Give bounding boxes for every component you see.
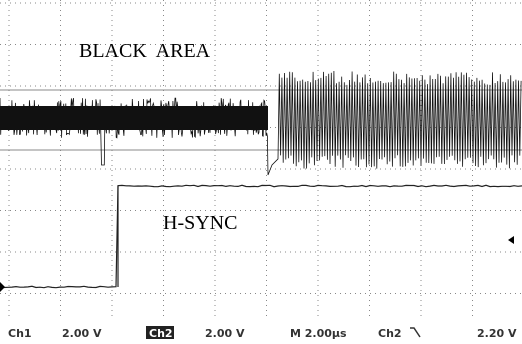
video-signal-band: [0, 106, 268, 130]
oscilloscope-screen: BLACK AREA H-SYNC Ch1 2.00 V Ch2 2.00 V …: [0, 0, 522, 344]
trigger-level: 2.20 V: [477, 327, 517, 340]
trigger-source: Ch2: [378, 327, 402, 340]
channel-label: Ch2: [149, 327, 173, 340]
timebase: M 2.00µs: [290, 327, 347, 340]
signal-label: H-SYNC: [163, 212, 237, 234]
signal-label: BLACK AREA: [79, 40, 211, 62]
channel-label: Ch1: [8, 327, 32, 340]
channel-scale: 2.00 V: [62, 327, 102, 340]
channel-scale: 2.00 V: [205, 327, 245, 340]
